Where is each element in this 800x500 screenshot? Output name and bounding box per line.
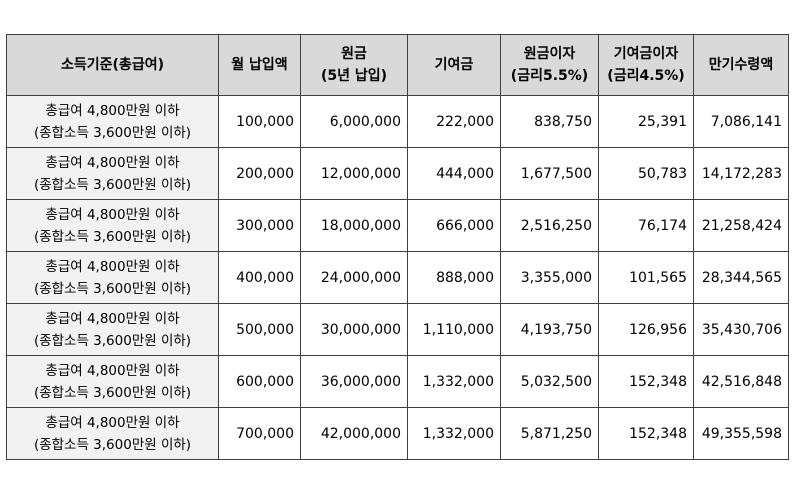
header-label: 월 납입액: [231, 57, 288, 73]
cell-monthly-payment: 100,000: [218, 95, 301, 148]
cell-contribution: 666,000: [407, 199, 501, 252]
header-label: 만기수령액: [708, 57, 774, 73]
cell-principal: 30,000,000: [300, 303, 408, 356]
savings-table: 소득기준(총급여) 월 납입액 원금 (5년 납입) 기여금 원금이자 (금리5…: [6, 34, 789, 460]
header-principal-interest: 원금이자 (금리5.5%): [500, 34, 599, 96]
income-gross-salary-text: 총급여 4,800만원 이하: [45, 414, 180, 431]
cell-principal-interest: 2,516,250: [500, 199, 599, 252]
income-total-income-text: (종합소득 3,600만원 이하): [33, 280, 192, 297]
cell-monthly-payment: 700,000: [218, 407, 301, 460]
cell-contribution-interest: 25,391: [598, 95, 694, 148]
table-row: 총급여 4,800만원 이하 (종합소득 3,600만원 이하) 700,000 42…: [6, 407, 789, 460]
table-row: 총급여 4,800만원 이하 (종합소득 3,600만원 이하) 300,000 18…: [6, 199, 789, 252]
cell-principal-interest: 5,871,250: [500, 407, 599, 460]
header-income-criteria: 소득기준(총급여): [6, 34, 219, 96]
table-row: 총급여 4,800만원 이하 (종합소득 3,600만원 이하) 200,000 12…: [6, 147, 789, 200]
header-contribution: 기여금: [407, 34, 501, 96]
cell-contribution: 1,332,000: [407, 407, 501, 460]
table-body: 총급여 4,800만원 이하 (종합소득 3,600만원 이하) 100,000 6,…: [6, 95, 789, 460]
cell-monthly-payment: 600,000: [218, 355, 301, 408]
cell-monthly-payment: 400,000: [218, 251, 301, 304]
cell-income-criteria: 총급여 4,800만원 이하 (종합소득 3,600만원 이하): [6, 251, 219, 304]
header-label: 원금: [341, 46, 367, 62]
income-total-income-text: (종합소득 3,600만원 이하): [33, 384, 192, 401]
income-gross-salary-text: 총급여 4,800만원 이하: [45, 102, 180, 119]
cell-principal: 42,000,000: [300, 407, 408, 460]
cell-income-criteria: 총급여 4,800만원 이하 (종합소득 3,600만원 이하): [6, 95, 219, 148]
cell-principal-interest: 3,355,000: [500, 251, 599, 304]
cell-principal: 12,000,000: [300, 147, 408, 200]
header-sublabel: (금리4.5%): [607, 68, 685, 84]
income-gross-salary-text: 총급여 4,800만원 이하: [45, 310, 180, 327]
cell-maturity-amount: 35,430,706: [693, 303, 789, 356]
cell-principal-interest: 5,032,500: [500, 355, 599, 408]
header-maturity-amount: 만기수령액: [693, 34, 789, 96]
cell-contribution-interest: 50,783: [598, 147, 694, 200]
income-total-income-text: (종합소득 3,600만원 이하): [33, 228, 192, 245]
cell-income-criteria: 총급여 4,800만원 이하 (종합소득 3,600만원 이하): [6, 199, 219, 252]
cell-contribution: 222,000: [407, 95, 501, 148]
income-total-income-text: (종합소득 3,600만원 이하): [33, 176, 192, 193]
header-label: 기여금: [434, 57, 474, 73]
cell-contribution: 888,000: [407, 251, 501, 304]
cell-principal-interest: 838,750: [500, 95, 599, 148]
cell-income-criteria: 총급여 4,800만원 이하 (종합소득 3,600만원 이하): [6, 303, 219, 356]
cell-monthly-payment: 300,000: [218, 199, 301, 252]
cell-principal-interest: 4,193,750: [500, 303, 599, 356]
cell-income-criteria: 총급여 4,800만원 이하 (종합소득 3,600만원 이하): [6, 355, 219, 408]
table-header: 소득기준(총급여) 월 납입액 원금 (5년 납입) 기여금 원금이자 (금리5…: [6, 34, 789, 96]
cell-contribution-interest: 101,565: [598, 251, 694, 304]
cell-monthly-payment: 200,000: [218, 147, 301, 200]
header-label: 소득기준(총급여): [61, 57, 164, 73]
cell-contribution-interest: 152,348: [598, 407, 694, 460]
cell-maturity-amount: 42,516,848: [693, 355, 789, 408]
income-gross-salary-text: 총급여 4,800만원 이하: [45, 362, 180, 379]
cell-maturity-amount: 49,355,598: [693, 407, 789, 460]
table-row: 총급여 4,800만원 이하 (종합소득 3,600만원 이하) 600,000 36…: [6, 355, 789, 408]
cell-maturity-amount: 7,086,141: [693, 95, 789, 148]
header-principal: 원금 (5년 납입): [300, 34, 408, 96]
cell-income-criteria: 총급여 4,800만원 이하 (종합소득 3,600만원 이하): [6, 147, 219, 200]
income-gross-salary-text: 총급여 4,800만원 이하: [45, 154, 180, 171]
income-total-income-text: (종합소득 3,600만원 이하): [33, 332, 192, 349]
cell-maturity-amount: 14,172,283: [693, 147, 789, 200]
cell-maturity-amount: 21,258,424: [693, 199, 789, 252]
cell-maturity-amount: 28,344,565: [693, 251, 789, 304]
cell-principal: 36,000,000: [300, 355, 408, 408]
cell-contribution-interest: 152,348: [598, 355, 694, 408]
income-total-income-text: (종합소득 3,600만원 이하): [33, 124, 192, 141]
header-sublabel: (5년 납입): [320, 68, 388, 84]
cell-contribution: 1,332,000: [407, 355, 501, 408]
cell-principal: 18,000,000: [300, 199, 408, 252]
header-monthly-payment: 월 납입액: [218, 34, 301, 96]
header-row: 소득기준(총급여) 월 납입액 원금 (5년 납입) 기여금 원금이자 (금리5…: [6, 34, 789, 96]
cell-monthly-payment: 500,000: [218, 303, 301, 356]
table-row: 총급여 4,800만원 이하 (종합소득 3,600만원 이하) 400,000 24…: [6, 251, 789, 304]
income-total-income-text: (종합소득 3,600만원 이하): [33, 436, 192, 453]
cell-contribution-interest: 76,174: [598, 199, 694, 252]
income-gross-salary-text: 총급여 4,800만원 이하: [45, 206, 180, 223]
cell-income-criteria: 총급여 4,800만원 이하 (종합소득 3,600만원 이하): [6, 407, 219, 460]
header-label: 원금이자: [523, 46, 576, 62]
header-label: 기여금이자: [613, 46, 679, 62]
cell-contribution: 1,110,000: [407, 303, 501, 356]
income-gross-salary-text: 총급여 4,800만원 이하: [45, 258, 180, 275]
table-row: 총급여 4,800만원 이하 (종합소득 3,600만원 이하) 100,000 6,…: [6, 95, 789, 148]
table-row: 총급여 4,800만원 이하 (종합소득 3,600만원 이하) 500,000 30…: [6, 303, 789, 356]
cell-principal-interest: 1,677,500: [500, 147, 599, 200]
cell-contribution: 444,000: [407, 147, 501, 200]
cell-contribution-interest: 126,956: [598, 303, 694, 356]
cell-principal: 24,000,000: [300, 251, 408, 304]
header-contribution-interest: 기여금이자 (금리4.5%): [598, 34, 694, 96]
cell-principal: 6,000,000: [300, 95, 408, 148]
header-sublabel: (금리5.5%): [510, 68, 589, 84]
